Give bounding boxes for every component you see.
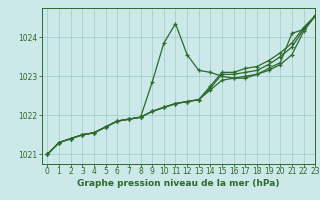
X-axis label: Graphe pression niveau de la mer (hPa): Graphe pression niveau de la mer (hPa) bbox=[77, 179, 280, 188]
